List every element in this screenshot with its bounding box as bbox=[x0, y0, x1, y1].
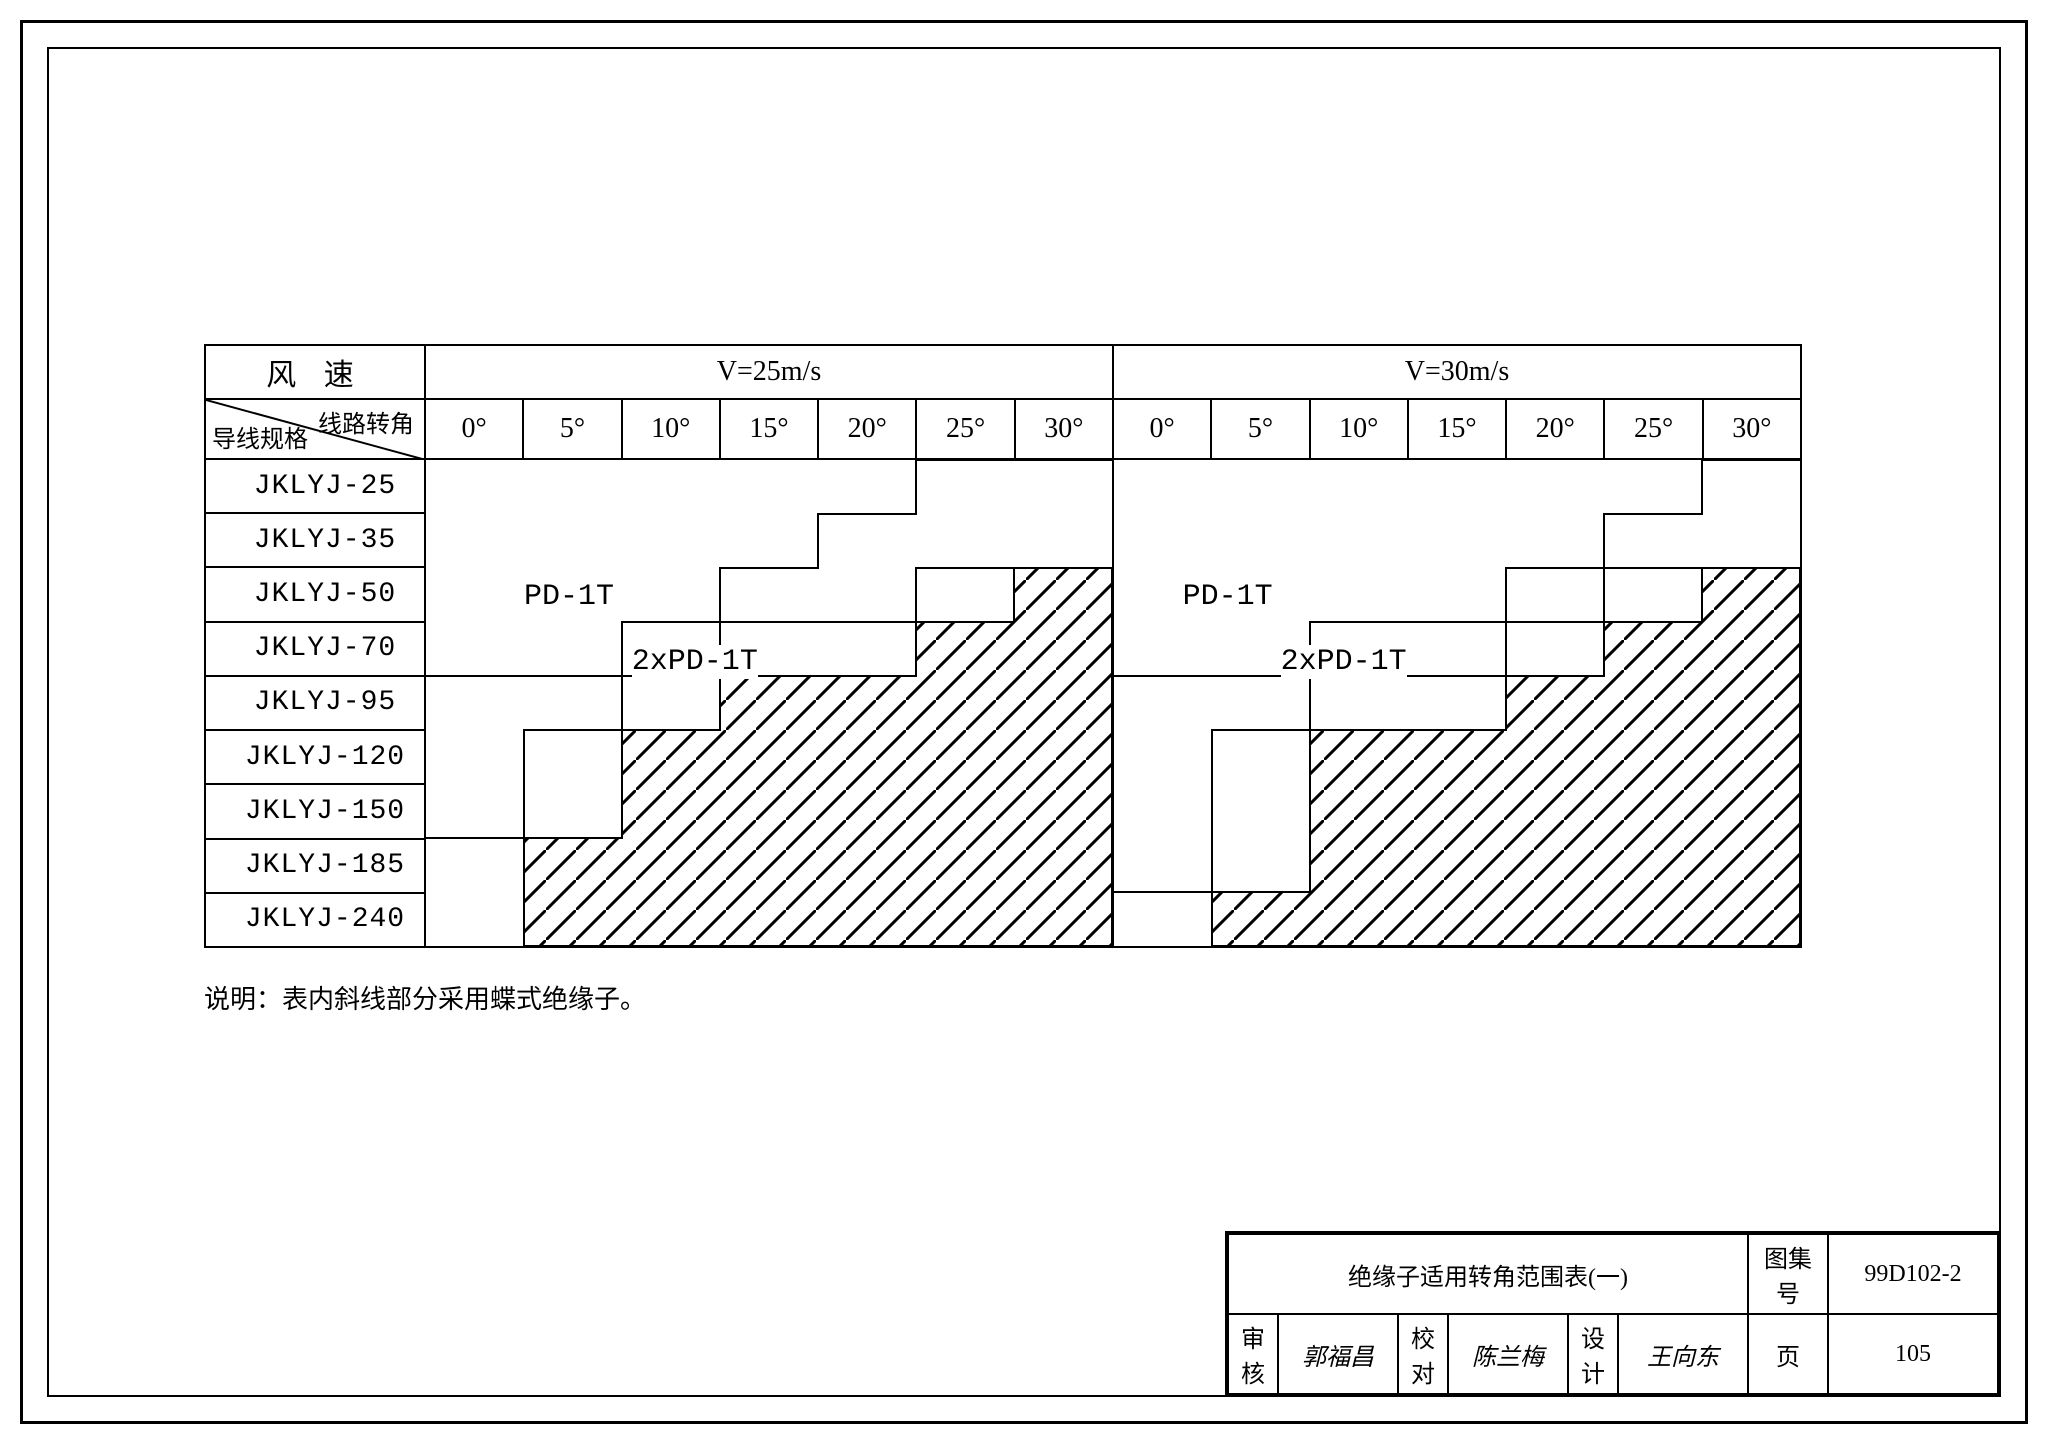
check-label: 校对 bbox=[1398, 1314, 1448, 1394]
region-label-pd2t: 2xPD-1T bbox=[1281, 645, 1407, 679]
note-text: 说明：表内斜线部分采用蝶式绝缘子。 bbox=[204, 979, 646, 1016]
review-sig: 郭福昌 bbox=[1278, 1314, 1398, 1394]
angle-header: 10° bbox=[1310, 399, 1408, 459]
wire-spec-label: 导线规格 bbox=[212, 419, 308, 454]
outer-frame: 风 速 V=25m/s V=30m/s 线路转角 导线规格 0° 5° 10° … bbox=[20, 20, 2028, 1424]
region-label-pd1t: PD-1T bbox=[524, 580, 614, 614]
angle-header: 0° bbox=[1113, 399, 1211, 459]
spec-cell: JKLYJ-25 bbox=[205, 459, 425, 513]
drawing-set-label: 图集号 bbox=[1748, 1234, 1828, 1314]
angle-header: 15° bbox=[720, 399, 818, 459]
chart-body-v25: PD-1T 2xPD-1T bbox=[425, 459, 1113, 947]
spec-cell: JKLYJ-150 bbox=[205, 784, 425, 838]
main-table: 风 速 V=25m/s V=30m/s 线路转角 导线规格 0° 5° 10° … bbox=[204, 344, 1802, 948]
line-angle-label: 线路转角 bbox=[318, 404, 414, 439]
inner-frame: 风 速 V=25m/s V=30m/s 线路转角 导线规格 0° 5° 10° … bbox=[47, 47, 2001, 1397]
angle-header: 30° bbox=[1015, 399, 1113, 459]
spec-cell: JKLYJ-35 bbox=[205, 513, 425, 567]
angle-header: 25° bbox=[916, 399, 1014, 459]
angle-header: 20° bbox=[818, 399, 916, 459]
spec-cell: JKLYJ-185 bbox=[205, 839, 425, 893]
v25-header: V=25m/s bbox=[425, 345, 1113, 399]
region-label-pd1t: PD-1T bbox=[1183, 580, 1273, 614]
v30-header: V=30m/s bbox=[1113, 345, 1801, 399]
wind-speed-header: 风 速 bbox=[205, 345, 425, 399]
angle-header: 20° bbox=[1506, 399, 1604, 459]
angle-header: 25° bbox=[1604, 399, 1702, 459]
diagonal-header-cell: 线路转角 导线规格 bbox=[205, 399, 425, 459]
drawing-title: 绝缘子适用转角范围表(一) bbox=[1228, 1234, 1748, 1314]
angle-header: 30° bbox=[1703, 399, 1801, 459]
drawing-set-value: 99D102-2 bbox=[1828, 1234, 1998, 1314]
spec-cell: JKLYJ-120 bbox=[205, 730, 425, 784]
angle-header: 5° bbox=[1211, 399, 1309, 459]
angle-header: 0° bbox=[425, 399, 523, 459]
page-label: 页 bbox=[1748, 1314, 1828, 1394]
review-label: 审核 bbox=[1228, 1314, 1278, 1394]
page-value: 105 bbox=[1828, 1314, 1998, 1394]
spec-cell: JKLYJ-95 bbox=[205, 676, 425, 730]
angle-header: 15° bbox=[1408, 399, 1506, 459]
spec-cell: JKLYJ-50 bbox=[205, 567, 425, 621]
spec-cell: JKLYJ-70 bbox=[205, 622, 425, 676]
angle-header: 5° bbox=[523, 399, 621, 459]
region-label-pd2t: 2xPD-1T bbox=[632, 645, 758, 679]
check-sig: 陈兰梅 bbox=[1448, 1314, 1568, 1394]
design-label: 设计 bbox=[1568, 1314, 1618, 1394]
main-table-wrap: 风 速 V=25m/s V=30m/s 线路转角 导线规格 0° 5° 10° … bbox=[204, 344, 1802, 948]
chart-body-v30: PD-1T2xPD-1T bbox=[1113, 459, 1801, 947]
spec-cell: JKLYJ-240 bbox=[205, 893, 425, 947]
angle-header: 10° bbox=[622, 399, 720, 459]
title-block: 绝缘子适用转角范围表(一) 图集号 99D102-2 审核 郭福昌 校对 陈兰梅… bbox=[1225, 1231, 2001, 1397]
design-sig: 王向东 bbox=[1618, 1314, 1748, 1394]
